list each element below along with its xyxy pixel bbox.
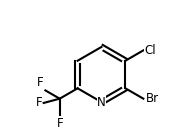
Text: F: F xyxy=(36,96,42,109)
Text: Cl: Cl xyxy=(145,44,156,57)
Text: F: F xyxy=(56,117,63,130)
Text: Br: Br xyxy=(145,92,159,105)
Text: N: N xyxy=(97,96,106,109)
Text: F: F xyxy=(37,76,44,89)
